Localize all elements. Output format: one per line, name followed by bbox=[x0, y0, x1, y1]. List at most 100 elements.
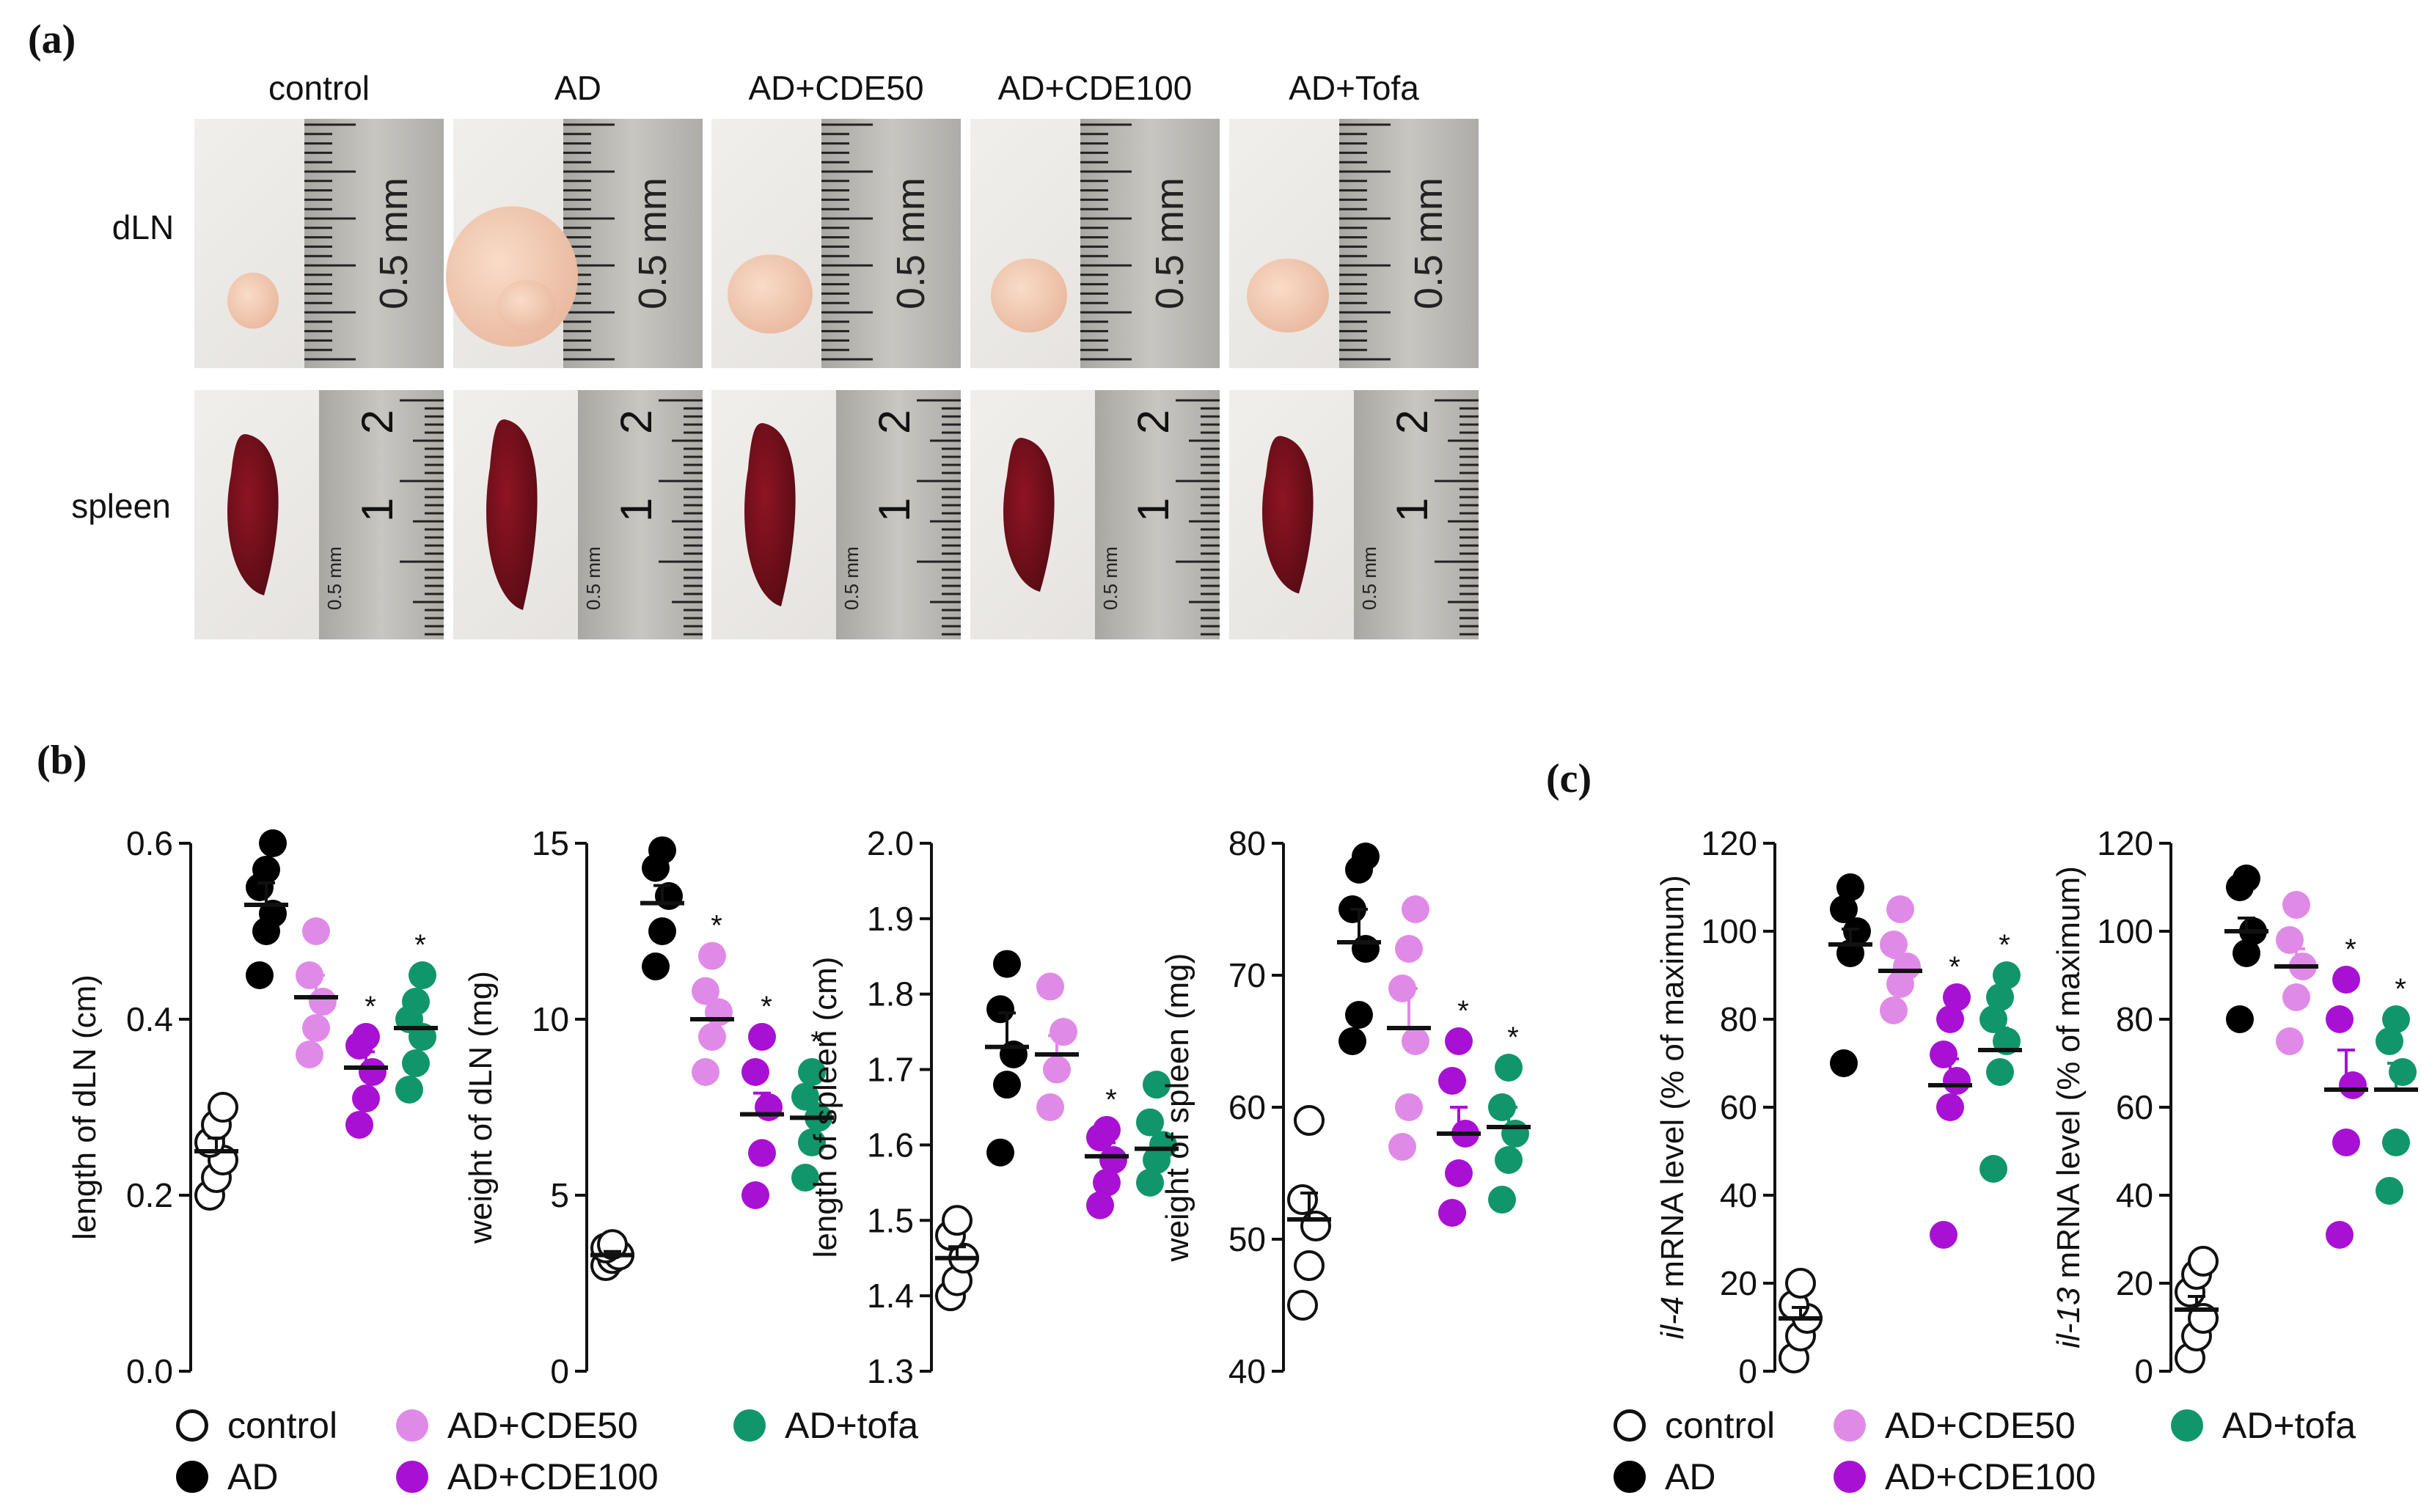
significance-marker: * bbox=[761, 991, 772, 1023]
column-label-ad-tofa: AD+Tofa bbox=[1289, 69, 1419, 107]
legend-b-cde50: AD+CDE50 bbox=[396, 1404, 638, 1447]
ruler: 0.5 mm bbox=[821, 119, 961, 368]
data-point-ad bbox=[1345, 1001, 1373, 1029]
lymph-node-specimen bbox=[227, 272, 279, 329]
ruler-number-1: 1 bbox=[1129, 498, 1178, 522]
ruler-number-2: 2 bbox=[612, 410, 661, 434]
significance-marker: * bbox=[1999, 929, 2010, 961]
data-point-ad-cde100 bbox=[1943, 1067, 1971, 1095]
data-point-ad-cde50 bbox=[2276, 926, 2304, 954]
dln-photo-1: 0.5 mm bbox=[194, 119, 444, 368]
data-point-ad-tofa bbox=[1501, 1120, 1529, 1148]
data-point-ad bbox=[1830, 895, 1858, 923]
data-point-control bbox=[1287, 1184, 1318, 1215]
ruler: 2 1 0.5 mm bbox=[578, 390, 703, 639]
ruler-number-2: 2 bbox=[1129, 410, 1178, 434]
ruler-label: 0.5 mm bbox=[323, 546, 345, 610]
data-point-ad-tofa bbox=[402, 988, 430, 1016]
y-tick-label: 5 bbox=[550, 1176, 569, 1214]
data-point-ad-cde50 bbox=[1402, 895, 1429, 923]
row-label-spleen: spleen bbox=[71, 487, 171, 525]
data-point-ad bbox=[1836, 873, 1864, 901]
column-label-ad-cde100: AD+CDE100 bbox=[998, 69, 1193, 107]
data-point-ad-cde100 bbox=[359, 1058, 387, 1086]
legend-c-cde100-label: AD+CDE100 bbox=[1885, 1456, 2096, 1497]
legend-c-tofa-label: AD+tofa bbox=[2222, 1405, 2356, 1446]
y-tick-label: 20 bbox=[2116, 1264, 2153, 1302]
spleen-specimen bbox=[1262, 436, 1314, 594]
legend-b-tofa: AD+tofa bbox=[733, 1404, 918, 1447]
data-point-control bbox=[942, 1205, 973, 1236]
data-point-ad bbox=[1830, 1049, 1858, 1077]
ruler-label: 0.5 mm bbox=[1407, 177, 1451, 309]
y-tick-label: 60 bbox=[1228, 1088, 1266, 1126]
column-label-ad-cde50: AD+CDE50 bbox=[748, 69, 923, 107]
ruler-label: 0.5 mm bbox=[582, 546, 604, 610]
data-point-ad-cde100 bbox=[352, 1085, 380, 1112]
ruler-label: 0.5 mm bbox=[1148, 177, 1192, 309]
legend-c-cde100: AD+CDE100 bbox=[1834, 1456, 2096, 1498]
legend-c-control: control bbox=[1614, 1404, 1775, 1447]
data-point-ad bbox=[642, 953, 670, 980]
y-tick-label: 50 bbox=[1228, 1220, 1266, 1258]
data-point-ad-cde50 bbox=[2282, 983, 2310, 1011]
data-point-control bbox=[1300, 1211, 1331, 1241]
legend-marker-green-circle bbox=[733, 1409, 766, 1442]
ruler-number-2: 2 bbox=[870, 410, 919, 434]
data-point-ad-cde100 bbox=[1930, 1041, 1957, 1068]
row-label-dln: dLN bbox=[112, 208, 174, 246]
y-tick-label: 40 bbox=[1720, 1176, 1757, 1214]
data-point-ad-tofa bbox=[409, 961, 436, 989]
data-point-ad bbox=[986, 1138, 1014, 1167]
data-point-ad bbox=[1352, 935, 1380, 963]
y-axis-label-rest: mRNA level (% of maximum) bbox=[1655, 875, 1691, 1296]
column-label-ad: AD bbox=[554, 69, 601, 107]
data-point-ad-cde100 bbox=[1093, 1115, 1121, 1144]
data-point-ad-cde100 bbox=[1438, 1199, 1466, 1227]
data-point-ad-cde50 bbox=[698, 942, 726, 970]
legend-c-cde50: AD+CDE50 bbox=[1834, 1404, 2076, 1447]
legend-marker-pink-circle bbox=[1834, 1409, 1866, 1442]
dln-photo-3: 0.5 mm bbox=[711, 119, 961, 368]
dln-photo-2: 0.5 mm bbox=[446, 119, 703, 368]
lymph-node-specimen bbox=[991, 258, 1067, 333]
spleen-specimen bbox=[744, 423, 796, 606]
data-point-ad bbox=[1352, 843, 1380, 870]
data-point-ad-tofa bbox=[1495, 1146, 1523, 1174]
data-point-ad-cde50 bbox=[1880, 997, 1908, 1024]
y-tick-label: 60 bbox=[2116, 1088, 2153, 1126]
legend-b-cde50-label: AD+CDE50 bbox=[447, 1405, 638, 1446]
data-point-control bbox=[1785, 1268, 1816, 1299]
data-point-ad-tofa bbox=[791, 1164, 819, 1192]
data-point-ad-tofa bbox=[1488, 1186, 1516, 1214]
data-point-ad-tofa bbox=[2382, 1129, 2410, 1156]
y-tick-label: 100 bbox=[2097, 912, 2153, 950]
y-tick-label: 20 bbox=[1720, 1264, 1757, 1302]
data-point-ad-cde50 bbox=[1388, 1133, 1416, 1161]
data-point-ad bbox=[2233, 939, 2260, 967]
data-point-ad-cde100 bbox=[741, 1181, 769, 1209]
y-tick-label: 40 bbox=[1228, 1352, 1266, 1390]
data-point-ad-cde100 bbox=[2326, 1005, 2354, 1033]
chart-weight-dln: 0 5 10 15 weight of dLN (mg) * * * bbox=[463, 824, 834, 1390]
data-point-ad-cde100 bbox=[2332, 1129, 2360, 1156]
data-point-ad-tofa bbox=[2376, 1027, 2403, 1055]
y-axis-label-rest: mRNA level (% of maximum) bbox=[2051, 866, 2087, 1288]
spleen-photo-4: 2 1 0.5 mm bbox=[970, 390, 1220, 639]
data-point-ad-cde100 bbox=[352, 1023, 380, 1051]
data-point-ad-cde50 bbox=[1050, 1018, 1077, 1046]
y-tick-label: 0 bbox=[550, 1352, 569, 1390]
data-point-ad-tofa bbox=[402, 1049, 430, 1077]
chart-length-spleen: 1.3 1.4 1.5 1.6 1.7 1.8 1.9 2.0 length of spleen… bbox=[807, 824, 1179, 1390]
legend-b-cde100: AD+CDE100 bbox=[396, 1456, 659, 1498]
data-point-ad-cde100 bbox=[2339, 1071, 2367, 1099]
data-point-ad-cde50 bbox=[2282, 891, 2310, 919]
legend-marker-green-circle bbox=[2171, 1409, 2203, 1442]
data-point-ad-tofa bbox=[2376, 1177, 2403, 1205]
ruler-label: 0.5 mm bbox=[840, 546, 862, 610]
data-point-ad-cde50 bbox=[302, 917, 330, 945]
panel-label-a: (a) bbox=[28, 17, 76, 62]
data-point-ad-cde50 bbox=[1043, 1055, 1071, 1084]
data-point-ad-cde100 bbox=[748, 1139, 776, 1167]
data-point-ad bbox=[2233, 865, 2260, 892]
